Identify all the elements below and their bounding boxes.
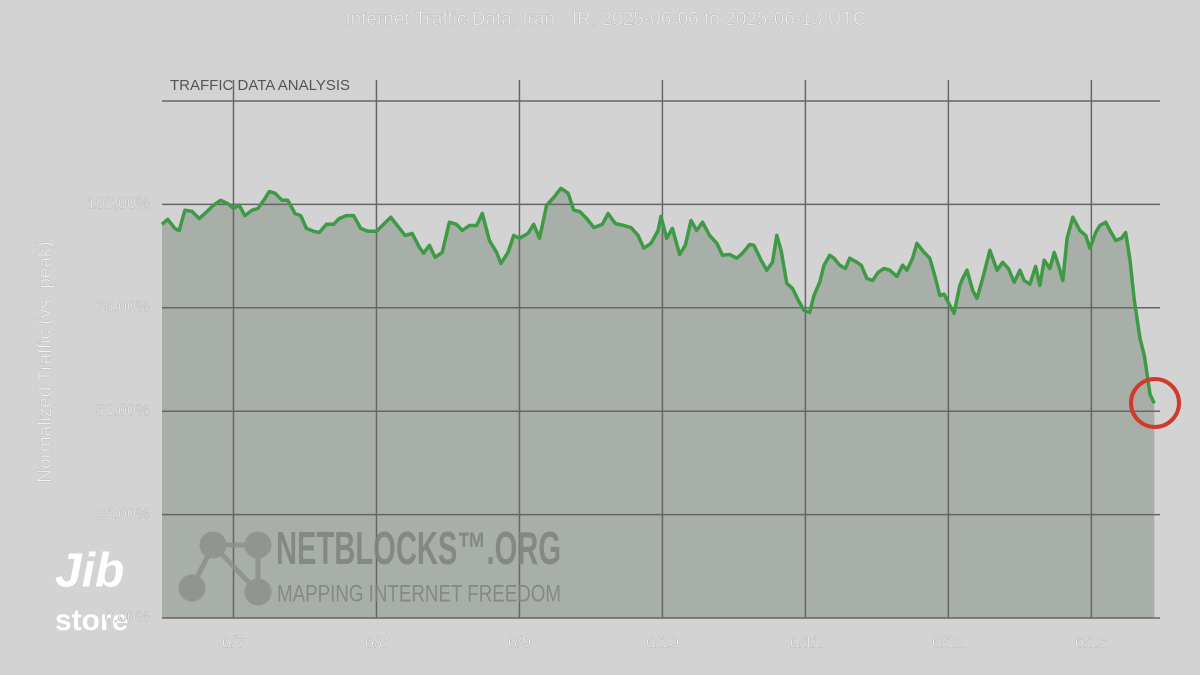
y-tick-label: 50.00% [96, 402, 150, 419]
x-tick-label: 6/13 [1075, 632, 1108, 651]
line [160, 186, 1156, 405]
logo-top: Jib [55, 545, 124, 598]
chart-title: Internet Traffic Data, Iran - IR, 2025-0… [345, 9, 866, 30]
x-tick-label: 6/11 [789, 632, 821, 651]
highlight-circle [1129, 377, 1181, 429]
x-tick-label: 6/8 [365, 632, 389, 651]
watermark-brand: NETBLOCKS™.ORG [276, 522, 561, 574]
area [162, 188, 1155, 619]
y-tick-label: 0.00% [105, 609, 150, 626]
x-tick-label: 6/10 [646, 632, 679, 651]
plot-area [160, 80, 1160, 619]
panel-label: TRAFFIC DATA ANALYSIS [170, 77, 350, 94]
y-tick-label: 25.00% [96, 506, 150, 523]
watermark-tagline: MAPPING INTERNET FREEDOM [277, 580, 561, 607]
x-tick-label: 6/7 [222, 632, 246, 651]
y-tick-label: 100.00% [87, 196, 150, 213]
x-tick-label: 6/12 [932, 632, 965, 651]
x-tick-label: 6/9 [508, 632, 532, 651]
y-tick-label: 75.00% [96, 299, 150, 316]
logo-bottom: store [55, 604, 128, 637]
y-axis-title: Normalized Traffic (vs. peak) [35, 241, 56, 482]
watermark-icon [178, 531, 272, 606]
